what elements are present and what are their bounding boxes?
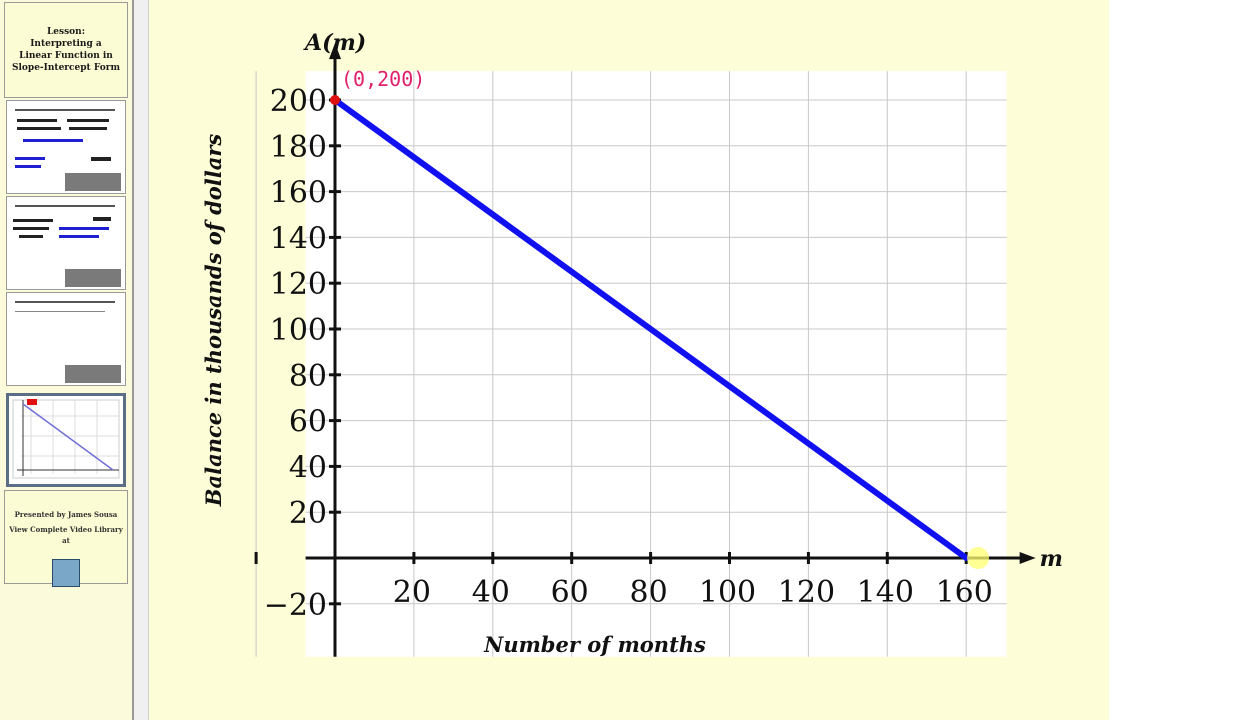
x-axis-name: m — [1040, 546, 1063, 572]
x-tick-label: 160 — [936, 575, 993, 610]
slide-thumbnail-sidebar: Lesson: Interpreting a Linear Function i… — [0, 0, 134, 720]
view-library-text: View Complete Video Library at — [9, 525, 123, 545]
y-tick-label: 60 — [289, 405, 327, 440]
thumbnail-footer[interactable]: Presented by James Sousa View Complete V… — [4, 490, 128, 587]
y-tick-label: 80 — [289, 359, 327, 394]
title-line: Interpreting a — [30, 39, 102, 49]
y-tick-label: 40 — [289, 450, 327, 485]
title-slide-text: Lesson: Interpreting a Linear Function i… — [12, 26, 120, 74]
thumbnail-slide-3[interactable] — [6, 196, 126, 290]
x-tick-label: 80 — [630, 575, 668, 610]
data-line — [332, 97, 970, 561]
x-tick-label: 60 — [551, 575, 589, 610]
y-axis-name: A(m) — [303, 30, 366, 56]
y-tick-label: −20 — [264, 588, 327, 623]
title-line: Linear Function in — [19, 51, 113, 61]
y-axis-arrow — [329, 43, 341, 60]
library-link-placeholder — [5, 548, 127, 556]
annotated-point — [330, 95, 340, 105]
y-tick-label: 140 — [270, 221, 327, 256]
thumbnail-slide-5-current[interactable] — [6, 393, 126, 487]
x-tick-label: 100 — [699, 575, 756, 610]
plot-area — [305, 71, 1007, 657]
presented-by-text: Presented by James Sousa — [14, 510, 118, 519]
y-tick-label: 100 — [270, 313, 327, 348]
cursor-highlight — [967, 547, 990, 569]
title-line: Lesson: — [46, 27, 86, 37]
y-tick-label: 180 — [270, 130, 327, 165]
point-annotation-label: (0,200) — [341, 67, 425, 91]
x-tick-label: 40 — [472, 575, 510, 610]
y-tick-label: 200 — [270, 84, 327, 119]
right-margin — [1109, 0, 1248, 720]
thumbnail-title-slide[interactable]: Lesson: Interpreting a Linear Function i… — [4, 2, 128, 98]
y-tick-label: 20 — [289, 496, 327, 531]
title-line: Slope-Intercept Form — [11, 63, 120, 73]
y-tick-label: 160 — [270, 176, 327, 211]
graph: 20 40 60 80 100 120 140 160 −20 20 40 60 80 100 120 140… — [201, 30, 1063, 657]
x-tick-label: 140 — [857, 575, 914, 610]
thumbnail-slide-2[interactable] — [6, 100, 126, 194]
library-logo-icon — [52, 559, 80, 587]
x-axis-arrow — [1019, 552, 1036, 564]
slide-canvas: 20 40 60 80 100 120 140 160 −20 20 40 60 80 100 120 140… — [149, 0, 1109, 720]
mini-graph — [12, 399, 120, 479]
sidebar-splitter[interactable] — [134, 0, 149, 720]
x-tick-label: 120 — [778, 575, 835, 610]
x-tick-label: 20 — [393, 575, 431, 610]
y-tick-label: 120 — [270, 267, 327, 302]
thumbnail-slide-4[interactable] — [6, 292, 126, 386]
x-axis-title: Number of months — [483, 632, 706, 657]
y-axis-title: Balance in thousands of dollars — [201, 134, 226, 508]
